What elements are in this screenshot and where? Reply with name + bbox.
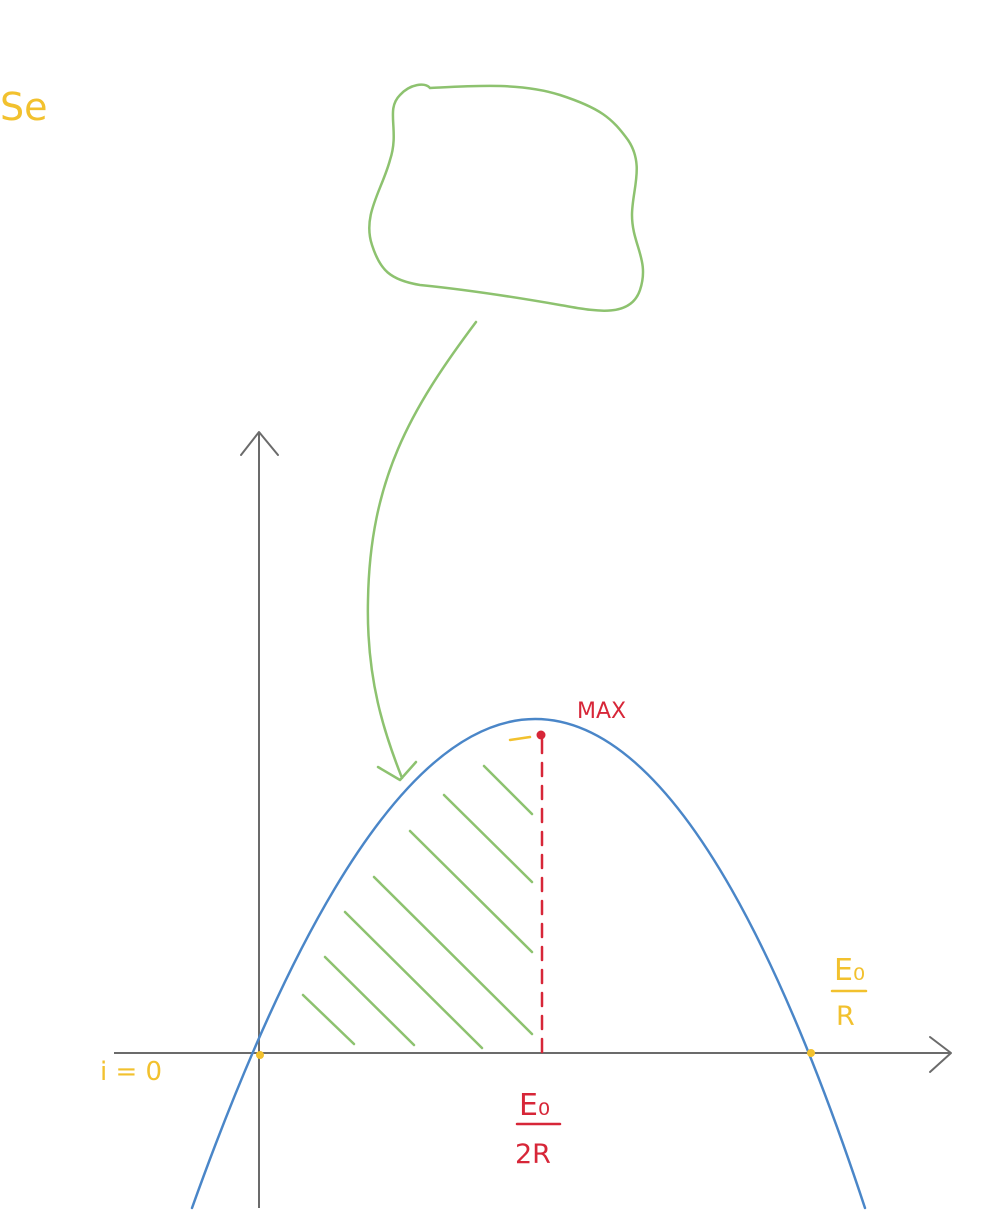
power-curve (190, 718, 867, 1210)
root-fraction-denominator: R (836, 1001, 855, 1032)
blob-shape (368, 83, 645, 312)
arrow-head (376, 760, 418, 782)
shaded-area-hatch (301, 764, 534, 1050)
root-point (807, 1049, 815, 1057)
max-label: MAX (577, 699, 626, 724)
origin-point (256, 1051, 264, 1059)
peak-fraction-numerator: E₀ (519, 1088, 550, 1123)
root-fraction-numerator: E₀ (834, 953, 865, 988)
arrow-line (366, 320, 478, 780)
max-tick-mark (508, 735, 532, 742)
y-axis-arrow-icon (240, 431, 279, 456)
corner-label: Se (0, 85, 48, 129)
x-axis-arrow-icon (929, 1036, 952, 1073)
origin-label: i = 0 (100, 1057, 162, 1087)
peak-fraction-denominator: 2R (515, 1139, 551, 1170)
max-point (536, 730, 546, 740)
